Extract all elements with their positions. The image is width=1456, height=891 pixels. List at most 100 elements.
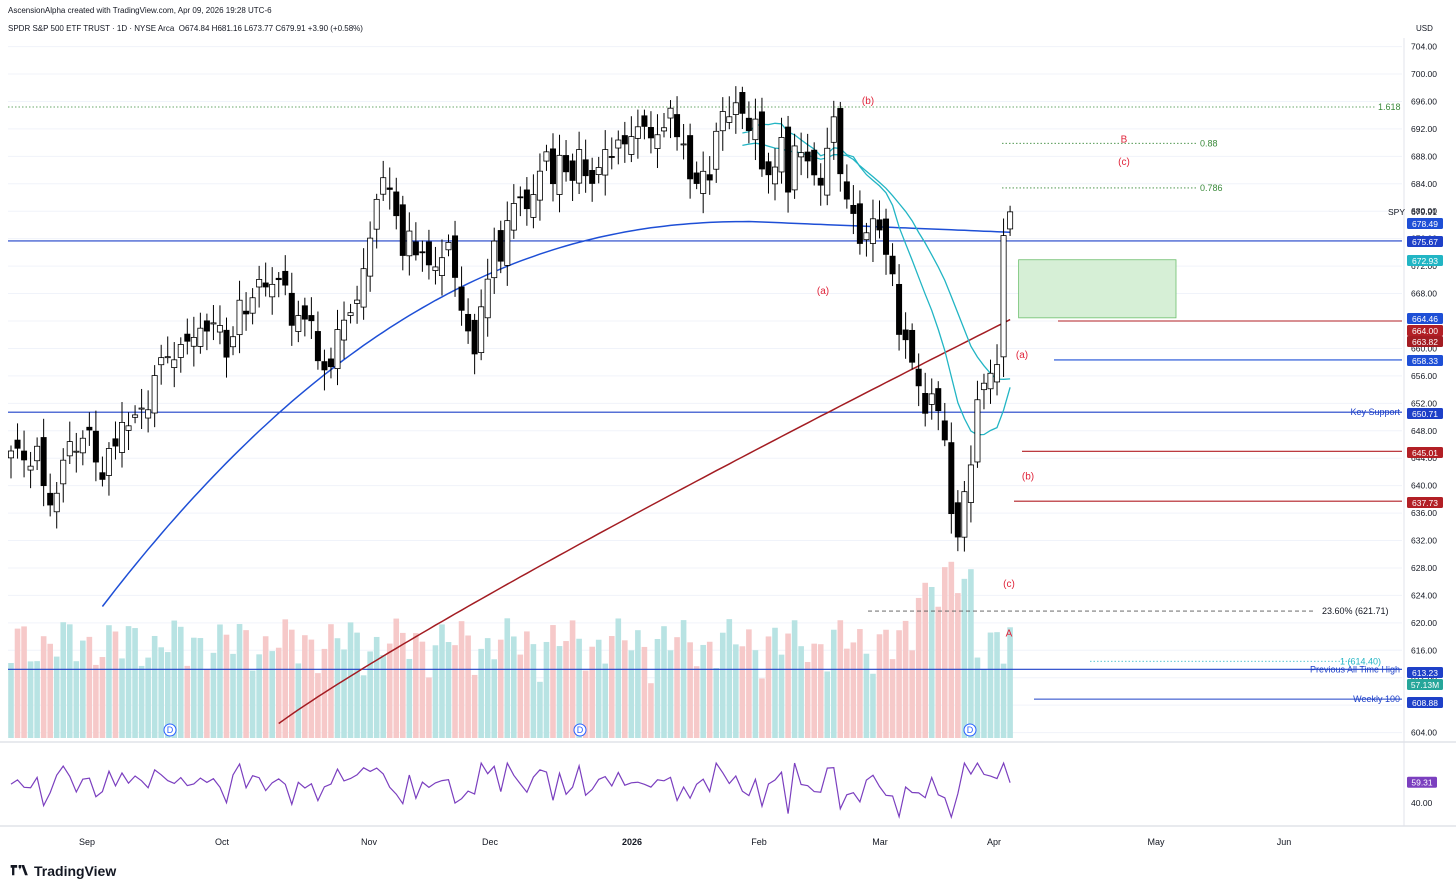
candle-body (758, 111, 765, 170)
volume-bar (426, 677, 432, 738)
candle-body (79, 437, 86, 454)
volume-bar (837, 620, 844, 738)
ohlc-open: O674.84 (178, 24, 210, 33)
candle-body (275, 277, 282, 281)
candle-body (791, 145, 798, 191)
volume-bar (393, 618, 400, 738)
price-tag: 637.73 (1407, 497, 1443, 508)
candle-body (34, 445, 41, 462)
candle-body (523, 189, 530, 210)
volume-bar (288, 629, 295, 738)
x-tick-label: Oct (215, 837, 230, 847)
volume-bar (530, 644, 537, 738)
volume-bar (968, 569, 974, 738)
x-tick-label: Sep (79, 837, 95, 847)
volume-bar (328, 624, 334, 738)
candle-body (569, 160, 576, 181)
candle-body (282, 270, 289, 286)
volume-bar (452, 645, 458, 738)
candle-body (843, 181, 850, 200)
volume-bar (635, 630, 641, 738)
volume-bar (34, 661, 40, 738)
candle-body (772, 166, 779, 185)
candle-body (634, 126, 641, 139)
symbol-name: SPDR S&P 500 ETF TRUST · 1D · NYSE Arca (8, 24, 175, 33)
volume-bar (269, 651, 275, 738)
volume-bar (8, 663, 14, 738)
candle-body (327, 358, 334, 368)
volume-bar (439, 624, 445, 738)
cyan-moving-average-slow (742, 142, 1011, 380)
candle-body (863, 232, 870, 241)
volume-tag-bg (1407, 679, 1443, 690)
candle-body (497, 230, 504, 262)
volume-bar (171, 620, 178, 738)
volume-bar (687, 642, 693, 738)
x-tick-label: Jun (1277, 837, 1292, 847)
volume-bar (994, 632, 1000, 738)
candle-body (935, 388, 942, 412)
candle-body (308, 315, 315, 322)
candle-body (739, 92, 746, 114)
y-tick-label: 624.00 (1411, 590, 1437, 600)
candle-body (249, 297, 256, 314)
candle-body (47, 492, 54, 506)
dividend-label: D (167, 725, 174, 735)
price-tag-bg (1407, 336, 1443, 347)
volume-bar (569, 620, 576, 738)
dividend-icon (163, 723, 177, 737)
candle-body (177, 344, 184, 358)
volume-bar (896, 630, 902, 738)
dividend-label: D (967, 725, 974, 735)
price-tag: 658.33 (1407, 355, 1443, 366)
candle-body (706, 174, 713, 181)
volume-bar (602, 663, 609, 738)
candle-body (745, 117, 752, 131)
volume-bar (458, 621, 465, 738)
candle-body (654, 134, 661, 150)
candles-layer (7, 86, 1014, 552)
volume-bar (693, 666, 700, 738)
volume-bar (948, 561, 955, 738)
candle-body (301, 305, 308, 320)
volume-bar (850, 642, 857, 738)
volume-bar (759, 678, 765, 738)
candle-body (419, 251, 426, 254)
candle-body (641, 115, 648, 127)
candle-body (667, 107, 674, 119)
volume-bar (132, 628, 138, 738)
candle-body (510, 203, 517, 231)
volume-bar (308, 639, 315, 738)
fib-label: 1 (614.40) (1340, 656, 1381, 666)
candle-body (948, 442, 955, 515)
brand-name: TradingView (34, 863, 117, 879)
volume-bar (582, 670, 589, 738)
volume-bar (47, 643, 53, 738)
price-tag-text: 678.49 (1412, 219, 1438, 229)
volume-bar (576, 638, 582, 738)
tradingview-brand[interactable]: TradingView (8, 863, 116, 879)
candle-body (700, 170, 707, 194)
volume-bar (223, 634, 230, 738)
wave-label: (c) (1118, 157, 1130, 168)
volume-bar (798, 646, 804, 738)
volume-bar (302, 635, 308, 738)
candle-body (458, 286, 465, 311)
candle-body (536, 170, 543, 201)
volume-bar (563, 641, 569, 738)
y-tick-label: 628.00 (1411, 563, 1437, 573)
volume-bar (902, 620, 909, 738)
candle-body (556, 154, 563, 195)
volume-bar (191, 637, 197, 738)
volume-bar (478, 648, 484, 738)
volume-bar (177, 626, 184, 738)
candle-body (830, 116, 837, 143)
candle-body (543, 151, 550, 162)
candle-body (693, 172, 700, 184)
volume-bar (765, 636, 772, 738)
volume-bar (667, 650, 674, 738)
candle-body (269, 283, 276, 298)
volume-bar (537, 681, 543, 738)
volume-bar (857, 629, 863, 738)
